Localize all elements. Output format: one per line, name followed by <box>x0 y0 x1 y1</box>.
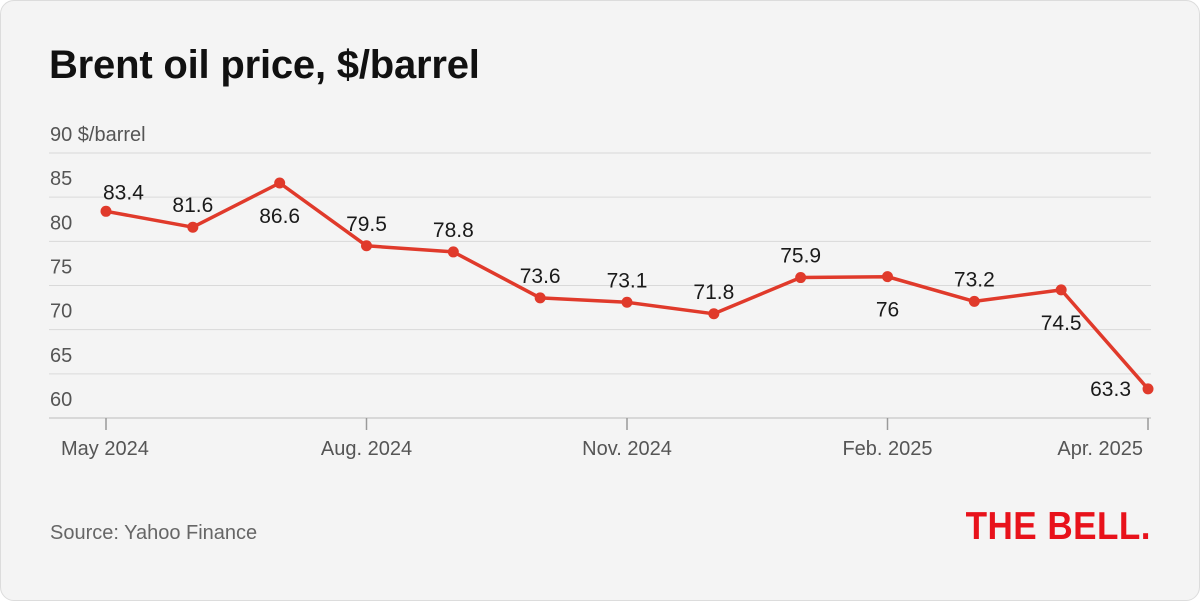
data-point <box>795 272 807 284</box>
data-point <box>187 221 199 233</box>
data-label: 79.5 <box>346 213 387 236</box>
data-point <box>534 292 546 304</box>
x-tick-label: Nov. 2024 <box>582 438 672 460</box>
brand-logo: THE BELL. <box>965 505 1151 548</box>
data-label: 73.6 <box>520 265 561 288</box>
x-tick-label: May 2024 <box>61 438 149 460</box>
data-point <box>447 246 459 258</box>
y-tick-label: 65 <box>50 345 72 367</box>
y-tick-label: 90 $/barrel <box>50 124 146 146</box>
data-label: 73.2 <box>954 268 995 291</box>
data-point <box>100 205 112 217</box>
y-tick-label: 85 <box>50 168 72 190</box>
data-point <box>882 271 893 283</box>
data-point <box>621 296 633 308</box>
x-tick-label: Aug. 2024 <box>321 438 412 460</box>
data-point <box>274 177 286 189</box>
data-point <box>361 240 372 252</box>
data-label: 71.8 <box>693 281 734 304</box>
data-label: 73.1 <box>607 269 648 292</box>
source-note: Source: Yahoo Finance <box>50 522 258 544</box>
data-point <box>1055 284 1067 296</box>
x-tick-label: Apr. 2025 <box>1057 438 1143 460</box>
y-tick-label: 75 <box>50 257 72 279</box>
data-label: 74.5 <box>1041 312 1082 335</box>
y-tick-label: 80 <box>50 212 72 234</box>
y-tick-label: 60 <box>50 389 72 411</box>
data-label: 63.3 <box>1090 378 1131 401</box>
data-point <box>1142 383 1154 395</box>
data-point <box>968 295 980 307</box>
data-label: 81.6 <box>172 194 213 217</box>
chart-title: Brent oil price, $/barrel <box>49 43 480 87</box>
y-tick-label: 70 <box>50 301 72 323</box>
data-point <box>708 308 720 320</box>
x-tick-label: Feb. 2025 <box>842 438 932 460</box>
data-label: 78.8 <box>433 219 474 242</box>
data-label: 86.6 <box>259 205 300 228</box>
data-label: 83.4 <box>103 181 144 204</box>
data-label: 75.9 <box>780 245 821 268</box>
data-label: 76 <box>876 299 899 322</box>
